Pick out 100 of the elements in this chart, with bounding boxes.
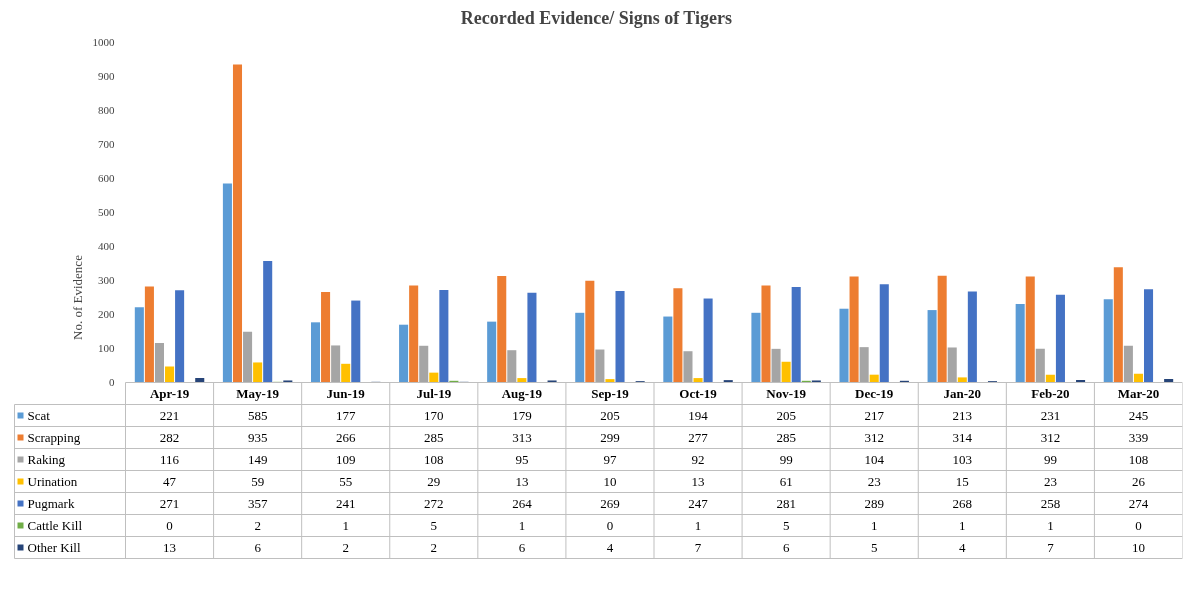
data-label: 6 [254,539,262,555]
data-label: 357 [247,495,268,511]
data-label: 6 [782,539,790,555]
y-tick-label: 300 [98,274,115,286]
data-label: 313 [512,429,532,445]
data-label: 2 [342,539,349,555]
data-label: 1 [518,517,526,533]
data-label: 13 [163,539,177,555]
x-tick-label: Feb-20 [1031,386,1070,401]
data-label: 29 [427,473,441,489]
data-label: 282 [159,429,180,445]
legend-label: Pugmark [27,496,75,511]
legend-label: Scat [27,408,51,423]
x-tick-label: Dec-19 [855,386,894,401]
data-label: 271 [159,495,180,511]
data-label: 179 [512,407,532,423]
data-label: 0 [166,517,173,533]
data-label: 61 [779,473,793,489]
data-label: 0 [1135,517,1142,533]
data-label: 170 [424,407,444,423]
data-label: 314 [952,429,973,445]
data-label: 116 [160,451,180,467]
y-tick-label: 400 [98,240,115,252]
data-label: 92 [691,451,705,467]
data-label: 264 [512,495,533,511]
legend-label: Urination [27,474,78,489]
data-label: 0 [606,517,614,533]
data-label: 1 [342,517,349,533]
legend-label: Raking [27,452,66,467]
data-label: 108 [1128,451,1149,467]
data-label: 247 [688,495,709,511]
data-label: 194 [688,407,709,423]
data-label: 245 [1128,407,1149,423]
data-label: 258 [1040,495,1061,511]
y-tick-label: 200 [98,308,115,320]
data-label: 4 [959,539,967,555]
data-label: 7 [694,539,702,555]
data-label: 5 [870,539,878,555]
data-label: 95 [515,451,529,467]
data-label: 285 [776,429,796,445]
data-label: 205 [600,407,620,423]
data-label: 10 [1131,539,1145,555]
legend-label: Cattle Kill [27,518,83,533]
data-label: 935 [247,429,268,445]
data-label: 312 [864,429,884,445]
data-label: 99 [779,451,793,467]
data-label: 231 [1040,407,1061,423]
y-tick-label: 600 [98,172,115,184]
x-tick-label: Jan-20 [943,386,982,401]
data-label: 299 [600,429,620,445]
data-label: 213 [952,407,973,423]
data-label: 277 [688,429,709,445]
data-label: 108 [424,451,444,467]
data-label: 10 [603,473,617,489]
data-label: 285 [424,429,444,445]
y-axis-title: No. of Evidence [69,254,85,340]
data-label: 5 [782,517,790,533]
data-label: 2 [254,517,261,533]
data-label: 585 [247,407,268,423]
data-label: 23 [1043,473,1057,489]
data-label: 312 [1040,429,1061,445]
data-label: 2 [430,539,438,555]
data-label: 1 [1047,517,1054,533]
data-label: 266 [335,429,356,445]
data-label: 59 [251,473,265,489]
data-label: 269 [600,495,620,511]
data-label: 339 [1128,429,1149,445]
data-label: 1 [959,517,966,533]
legend-label: Scrapping [27,430,81,445]
x-tick-label: Mar-20 [1117,386,1160,401]
data-label: 26 [1131,473,1146,489]
data-label: 97 [603,451,617,467]
data-label: 13 [515,473,529,489]
data-label: 7 [1047,539,1055,555]
y-tick-label: 1000 [92,36,115,48]
x-tick-label: Apr-19 [149,386,190,401]
data-label: 6 [518,539,526,555]
data-label: 55 [339,473,353,489]
data-label: 13 [691,473,705,489]
data-label: 274 [1128,495,1149,511]
data-label: 103 [952,451,973,467]
data-label: 281 [776,495,796,511]
legend-label: Other Kill [27,540,81,555]
y-tick-label: 800 [98,104,115,116]
y-tick-label: 500 [98,206,115,218]
x-tick-label: Jun-19 [326,386,366,401]
data-label: 47 [163,473,177,489]
data-label: 15 [955,473,969,489]
data-label: 104 [864,451,885,467]
data-label: 272 [424,495,444,511]
data-label: 1 [694,517,702,533]
x-tick-label: Nov-19 [766,386,807,401]
x-tick-label: May-19 [236,386,280,401]
data-label: 177 [335,407,356,423]
data-label: 23 [867,473,881,489]
data-label: 109 [335,451,356,467]
chart-title: Recorded Evidence/ Signs of Tigers [460,7,733,28]
x-tick-label: Sep-19 [591,386,630,401]
x-tick-label: Jul-19 [416,386,452,401]
x-tick-label: Oct-19 [679,386,718,401]
